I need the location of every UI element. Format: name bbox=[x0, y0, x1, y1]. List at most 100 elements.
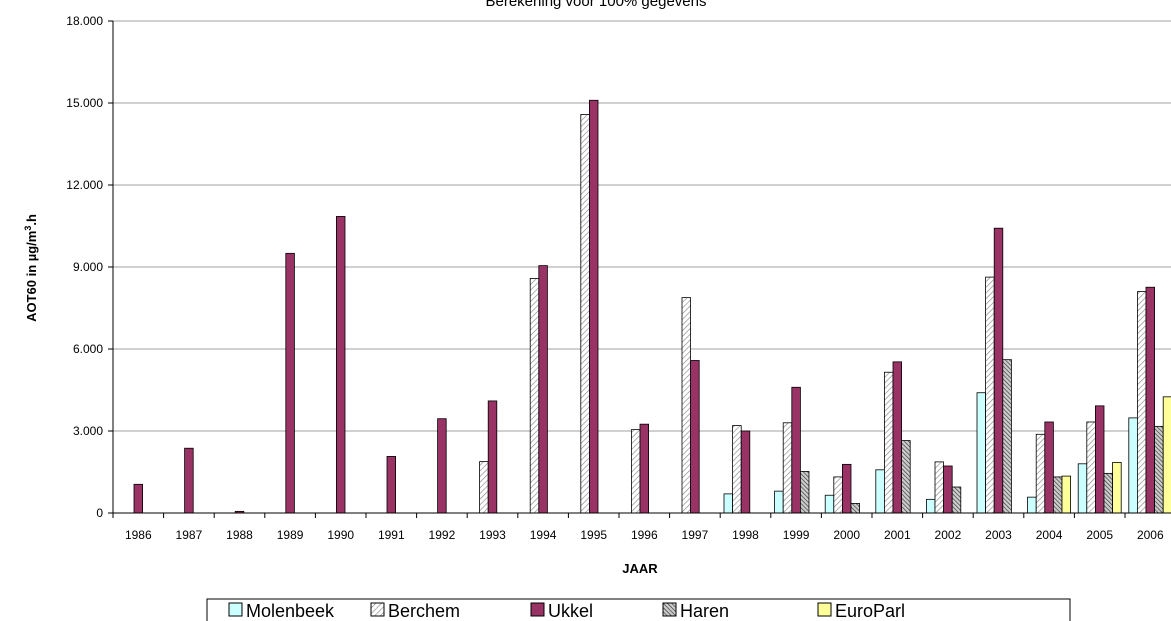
bar-molenbeek-2004 bbox=[1027, 496, 1037, 514]
bar-molenbeek-2005 bbox=[1077, 463, 1088, 514]
bar-haren-2004 bbox=[1053, 476, 1063, 514]
x-tick-label-1991: 1991 bbox=[378, 528, 405, 542]
bar-berchem-1999 bbox=[782, 422, 793, 514]
x-tick-label-1986: 1986 bbox=[125, 528, 152, 542]
legend-label-haren: Haren bbox=[680, 601, 729, 621]
legend-swatch-haren bbox=[662, 602, 677, 617]
bar-haren-2006 bbox=[1154, 425, 1164, 514]
y-tick-label: 18.000 bbox=[66, 14, 103, 28]
x-tick-label-2006: 2006 bbox=[1137, 528, 1164, 542]
bar-ukkel-1993 bbox=[487, 400, 498, 514]
bar-berchem-2000 bbox=[833, 476, 843, 514]
bar-berchem-1995 bbox=[580, 114, 590, 514]
x-tick-label-1994: 1994 bbox=[530, 528, 557, 542]
bar-molenbeek-1998 bbox=[723, 493, 734, 514]
bar-europarl-2006 bbox=[1162, 396, 1171, 514]
x-tick-label-2004: 2004 bbox=[1036, 528, 1063, 542]
bar-ukkel-2006 bbox=[1145, 286, 1156, 514]
x-tick-label-1998: 1998 bbox=[732, 528, 759, 542]
bar-ukkel-2003 bbox=[993, 227, 1004, 514]
bar-europarl-2004 bbox=[1061, 475, 1072, 514]
bar-berchem-1998 bbox=[732, 425, 742, 514]
bar-ukkel-2001 bbox=[892, 361, 903, 514]
y-tick-labels: 0 3.000 6.000 9.000 12.000 15.000 18.000 bbox=[66, 14, 113, 520]
bar-berchem-2004 bbox=[1035, 433, 1046, 514]
bar-ukkel-1997 bbox=[690, 360, 700, 514]
y-axis-title: AOT60 in µg/m3.h bbox=[23, 214, 39, 322]
bar-haren-2003 bbox=[1002, 359, 1012, 514]
bar-ukkel-1999 bbox=[791, 386, 801, 514]
bar-ukkel-2000 bbox=[842, 463, 852, 514]
legend-label-molenbeek: Molenbeek bbox=[246, 601, 335, 621]
y-axis-title-main: AOT60 in µg/m bbox=[24, 231, 39, 322]
legend-frame bbox=[206, 598, 1071, 621]
bar-berchem-1994 bbox=[529, 278, 540, 514]
legend-label-berchem: Berchem bbox=[388, 601, 460, 621]
x-tick-label-2000: 2000 bbox=[833, 528, 860, 542]
bar-ukkel-1991 bbox=[386, 456, 397, 514]
bar-berchem-2006 bbox=[1137, 291, 1147, 514]
bar-berchem-2005 bbox=[1086, 421, 1096, 514]
x-tick-label-1999: 1999 bbox=[783, 528, 810, 542]
bar-molenbeek-2001 bbox=[875, 469, 885, 514]
bar-haren-1999 bbox=[800, 471, 810, 514]
bar-molenbeek-2006 bbox=[1128, 417, 1138, 514]
x-tick-label-1997: 1997 bbox=[682, 528, 709, 542]
y-tick-label: 12.000 bbox=[66, 178, 103, 192]
bar-berchem-2001 bbox=[884, 371, 894, 514]
bar-ukkel-1998 bbox=[740, 430, 751, 514]
bar-berchem-2002 bbox=[934, 461, 945, 514]
chart-title: Berekening voor 100% gegevens bbox=[486, 0, 707, 10]
bar-molenbeek-2003 bbox=[976, 392, 987, 514]
bar-ukkel-1994 bbox=[538, 265, 548, 514]
x-tick-label-1995: 1995 bbox=[580, 528, 607, 542]
x-tick-label-2002: 2002 bbox=[935, 528, 962, 542]
bar-ukkel-2005 bbox=[1095, 405, 1105, 514]
x-tick-label-1996: 1996 bbox=[631, 528, 658, 542]
bar-molenbeek-2002 bbox=[926, 498, 936, 514]
bar-berchem-1993 bbox=[479, 461, 489, 514]
y-tick-label: 9.000 bbox=[73, 260, 103, 274]
bar-haren-2001 bbox=[901, 440, 911, 514]
bar-ukkel-2002 bbox=[943, 465, 953, 514]
legend: Molenbeek Berchem Ukkel Haren EuroParl bbox=[206, 598, 1071, 621]
bar-ukkel-1989 bbox=[285, 252, 295, 514]
bar-molenbeek-1999 bbox=[774, 490, 784, 514]
x-tick-label-1993: 1993 bbox=[479, 528, 506, 542]
bar-ukkel-1992 bbox=[437, 418, 447, 514]
x-tick-label-1990: 1990 bbox=[327, 528, 354, 542]
x-tick-labels: 1986 1987 1988 1989 1990 1991 1992 1993 1994 1995… bbox=[112, 513, 1164, 542]
gridlines bbox=[113, 20, 1171, 432]
y-axis-title-sup: 3 bbox=[23, 226, 33, 231]
bar-europarl-2005 bbox=[1112, 462, 1122, 514]
legend-label-ukkel: Ukkel bbox=[548, 601, 593, 621]
y-tick-label: 6.000 bbox=[73, 342, 103, 356]
bar-haren-2002 bbox=[951, 486, 962, 514]
bar-berchem-2003 bbox=[985, 276, 995, 514]
legend-swatch-europarl bbox=[817, 602, 832, 617]
legend-swatch-molenbeek bbox=[228, 602, 243, 617]
x-tick-label-1989: 1989 bbox=[277, 528, 304, 542]
bars bbox=[133, 99, 1171, 514]
x-tick-label-2005: 2005 bbox=[1086, 528, 1113, 542]
x-tick-label-1992: 1992 bbox=[429, 528, 456, 542]
bar-berchem-1997 bbox=[681, 297, 692, 514]
legend-swatch-berchem bbox=[370, 602, 385, 617]
y-tick-label: 0 bbox=[96, 506, 103, 520]
bar-ukkel-1990 bbox=[335, 216, 346, 514]
x-tick-label-1988: 1988 bbox=[226, 528, 253, 542]
bar-molenbeek-2000 bbox=[824, 494, 835, 514]
bar-ukkel-1996 bbox=[639, 423, 650, 514]
bar-ukkel-1987 bbox=[184, 447, 194, 514]
x-tick-label-2003: 2003 bbox=[985, 528, 1012, 542]
x-tick-label-2001: 2001 bbox=[884, 528, 911, 542]
y-axis-title-end: .h bbox=[24, 214, 39, 226]
y-tick-label: 3.000 bbox=[73, 424, 103, 438]
y-tick-label: 15.000 bbox=[66, 96, 103, 110]
bar-ukkel-2004 bbox=[1044, 421, 1054, 514]
bar-ukkel-1995 bbox=[589, 99, 599, 514]
bar-haren-2005 bbox=[1103, 472, 1114, 514]
bar-ukkel-1986 bbox=[133, 483, 144, 514]
x-axis-title: JAAR bbox=[622, 561, 658, 576]
